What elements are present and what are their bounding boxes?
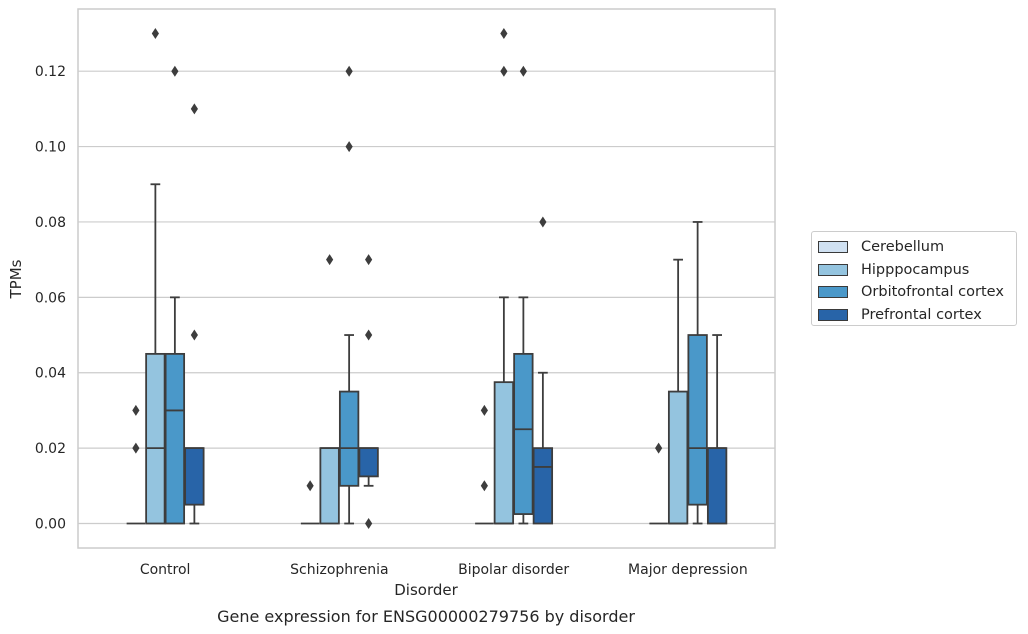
- outlier-point: [190, 103, 198, 115]
- y-axis-title: TPMs: [7, 259, 25, 299]
- y-tick-labels: 0.00 0.02 0.04 0.06 0.08 0.10 0.12: [35, 64, 66, 532]
- outlier-point: [500, 65, 508, 77]
- legend-label: Cerebellum: [861, 239, 945, 256]
- outlier-point: [519, 65, 527, 77]
- outlier-point: [345, 65, 353, 77]
- outlier-point: [365, 518, 373, 529]
- legend-swatch-prefrontal-cortex: [818, 308, 848, 321]
- outlier-point: [365, 254, 373, 266]
- box-body: [164, 352, 186, 525]
- box-body: [667, 390, 689, 525]
- box-body: [184, 447, 205, 506]
- box-body: [145, 352, 166, 525]
- outlier-point: [306, 480, 314, 492]
- box-3-2: [532, 371, 554, 525]
- y-tick-label: 0.02: [35, 441, 66, 457]
- box-3-0: [184, 447, 205, 525]
- y-tick-label: 0.06: [35, 290, 66, 306]
- outlier-point: [171, 65, 179, 77]
- box-2-0: [164, 296, 186, 525]
- box-body: [687, 334, 708, 506]
- legend-label: Orbitofrontal cortex: [861, 284, 1004, 301]
- outlier-point: [655, 442, 663, 454]
- x-axis-title: Disorder: [394, 581, 458, 599]
- y-tick-label: 0.04: [35, 366, 66, 382]
- legend-item: Hipppocampus: [818, 259, 1016, 282]
- x-tick-label: Schizophrenia: [290, 562, 388, 578]
- outlier-point: [190, 329, 198, 341]
- y-tick-label: 0.10: [35, 140, 66, 156]
- outlier-point: [132, 404, 140, 416]
- legend-label: Hipppocampus: [861, 261, 970, 278]
- outlier-point: [480, 480, 488, 492]
- outlier-point: [151, 28, 159, 39]
- box-1-2: [493, 296, 515, 525]
- legend-item: Orbitofrontal cortex: [818, 281, 1016, 304]
- legend-label: Prefrontal cortex: [861, 306, 982, 323]
- outlier-point: [480, 404, 488, 416]
- box-2-2: [513, 296, 534, 525]
- box-body: [493, 381, 515, 525]
- y-tick-label: 0.08: [35, 215, 66, 231]
- outliers: [132, 28, 663, 529]
- box-2-1: [338, 334, 360, 525]
- box-1-0: [145, 183, 166, 525]
- outlier-point: [365, 329, 373, 341]
- legend-item: Cerebellum: [818, 236, 1016, 259]
- box-body: [358, 447, 379, 478]
- x-tick-label: Bipolar disorder: [458, 562, 569, 578]
- legend-swatch-cerebellum: [818, 241, 848, 254]
- box-3-1: [358, 447, 379, 487]
- box-2-3: [687, 221, 708, 525]
- outlier-point: [500, 28, 508, 39]
- chart-caption: Gene expression for ENSG00000279756 by d…: [217, 607, 635, 626]
- legend-swatch-orbitofrontal-cortex: [818, 286, 848, 299]
- box-body: [513, 352, 534, 515]
- x-tick-labels: Control Schizophrenia Bipolar disorder Majo…: [140, 562, 748, 578]
- outlier-point: [132, 442, 140, 454]
- x-tick-label: Major depression: [628, 562, 748, 578]
- outlier-point: [326, 254, 334, 266]
- box-1-1: [319, 447, 340, 525]
- outlier-point: [345, 141, 353, 153]
- legend: Cerebellum Hipppocampus Orbitofrontal co…: [811, 231, 1017, 326]
- plot-area-frame: [77, 8, 776, 549]
- legend-swatch-hippocampus: [818, 263, 848, 276]
- box-3-3: [706, 334, 728, 525]
- boxes: [126, 183, 728, 525]
- y-tick-label: 0.12: [35, 64, 66, 80]
- box-body: [706, 447, 728, 525]
- box-body: [532, 447, 554, 525]
- box-body: [338, 390, 360, 487]
- box-body: [319, 447, 340, 525]
- y-tick-label: 0.00: [35, 517, 66, 533]
- outlier-point: [539, 216, 547, 228]
- legend-item: Prefrontal cortex: [818, 304, 1016, 327]
- box-1-3: [667, 258, 689, 525]
- x-tick-label: Control: [140, 562, 191, 578]
